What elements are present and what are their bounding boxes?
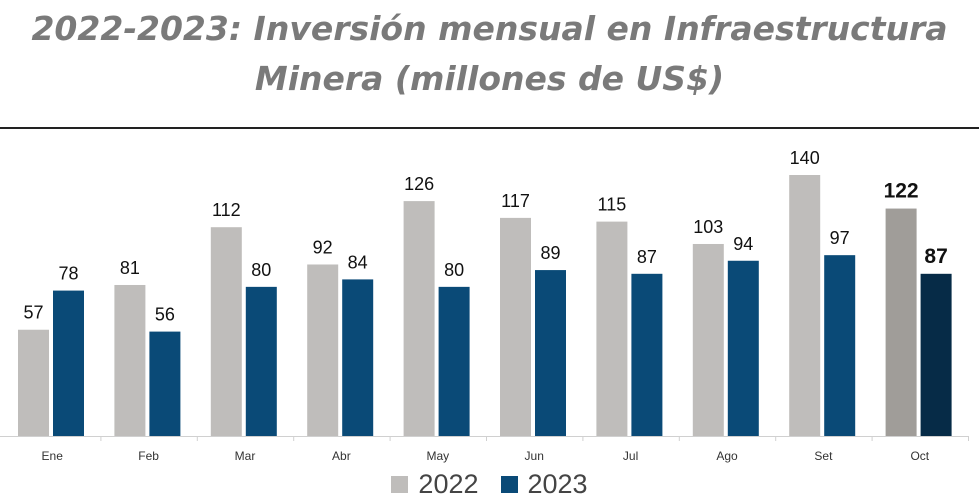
bar-2023-jun xyxy=(535,270,566,436)
bar-2023-ago xyxy=(727,260,759,436)
bar-2022-mar xyxy=(210,227,242,436)
bar-2022-ago xyxy=(692,243,724,436)
data-label-2023-ene: 78 xyxy=(58,264,78,284)
data-label-2023-feb: 56 xyxy=(155,305,175,325)
legend-label-2023: 2023 xyxy=(527,468,588,499)
chart-legend: 2022 2023 xyxy=(0,466,979,502)
x-tick-label-jun: Jun xyxy=(525,449,544,463)
bar-2022-jun xyxy=(500,217,531,436)
data-label-2023-jul: 87 xyxy=(637,247,657,267)
data-label-2023-ago: 94 xyxy=(733,234,753,254)
data-label-2023-abr: 84 xyxy=(348,252,368,272)
legend-swatch-2022 xyxy=(391,475,409,493)
x-tick-label-may: May xyxy=(426,449,449,463)
data-label-2022-oct: 122 xyxy=(884,180,919,203)
bar-2023-abr xyxy=(342,279,374,436)
data-label-2022-abr: 92 xyxy=(313,237,333,257)
data-label-2022-jun: 117 xyxy=(501,191,530,211)
legend-item-2022: 2022 xyxy=(391,468,479,500)
legend-swatch-2023 xyxy=(500,475,518,493)
x-tick-label-feb: Feb xyxy=(138,449,159,463)
data-label-2022-ago: 103 xyxy=(693,217,723,237)
bar-2022-set xyxy=(789,175,821,436)
x-tick-label-mar: Mar xyxy=(235,449,256,463)
x-tick-label-jul: Jul xyxy=(623,449,638,463)
bar-2023-oct xyxy=(920,273,952,436)
legend-label-2022: 2022 xyxy=(418,468,479,499)
data-label-2022-may: 126 xyxy=(404,174,434,194)
bar-2023-ene xyxy=(53,290,84,436)
bar-2023-set xyxy=(824,255,856,436)
x-tick-label-ago: Ago xyxy=(716,449,738,463)
data-label-2023-oct: 87 xyxy=(924,245,947,268)
bar-2022-ene xyxy=(18,329,49,436)
data-label-2023-jun: 89 xyxy=(540,243,560,263)
bar-2022-abr xyxy=(307,264,339,436)
data-label-2022-set: 140 xyxy=(790,148,820,168)
x-tick-label-ene: Ene xyxy=(42,449,64,463)
bar-chart: 57 78 Ene 81 56 Feb 112 80 Mar 92 84 Abr 126 80 May 117… xyxy=(0,148,969,463)
bar-2023-feb xyxy=(149,331,181,436)
bar-2022-feb xyxy=(114,284,146,436)
chart-title-line-2: Minera (millones de US$) xyxy=(254,59,725,98)
data-label-2022-ene: 57 xyxy=(23,303,43,323)
data-label-2022-mar: 112 xyxy=(212,200,241,220)
x-tick-label-oct: Oct xyxy=(910,449,929,463)
chart-title: 2022-2023: Inversión mensual en Infraest… xyxy=(0,4,979,104)
bar-2023-may xyxy=(438,286,470,436)
bar-2022-may xyxy=(403,201,435,436)
data-label-2023-mar: 80 xyxy=(251,260,271,280)
title-divider xyxy=(0,127,979,129)
data-label-2022-jul: 115 xyxy=(598,195,627,215)
data-label-2022-feb: 81 xyxy=(120,258,140,278)
legend-item-2023: 2023 xyxy=(500,468,588,500)
chart-title-line-1: 2022-2023: Inversión mensual en Infraest… xyxy=(31,9,948,48)
data-label-2023-set: 97 xyxy=(830,228,850,248)
x-tick-label-set: Set xyxy=(814,449,833,463)
bar-2022-oct xyxy=(885,208,917,436)
bar-2022-jul xyxy=(596,221,628,436)
bar-2023-jul xyxy=(631,273,663,436)
x-tick-label-abr: Abr xyxy=(332,449,351,463)
bar-2023-mar xyxy=(245,286,277,436)
data-label-2023-may: 80 xyxy=(444,260,464,280)
